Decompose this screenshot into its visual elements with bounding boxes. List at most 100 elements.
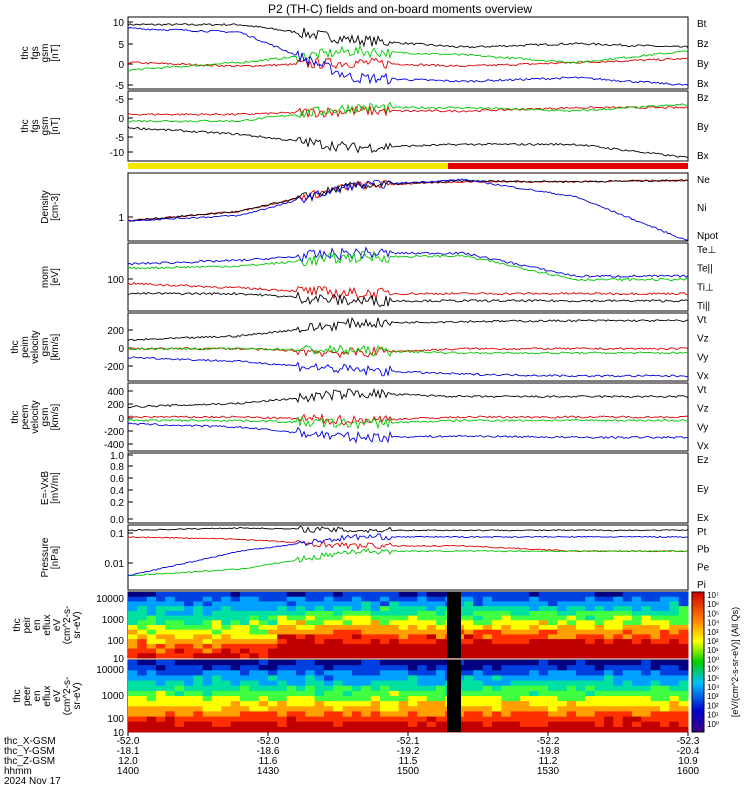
spectrogram-cell [464, 660, 474, 666]
spectrogram-cell [613, 639, 624, 645]
spectrogram-cell [268, 620, 278, 626]
spectrogram-cell [678, 675, 689, 681]
spectrogram-cell [464, 716, 474, 723]
spectrogram-cell [566, 706, 577, 712]
spectrogram-cell [650, 726, 661, 733]
spectrogram-cell [482, 680, 493, 687]
spectrogram-cell [501, 665, 512, 671]
spectrogram-cell [361, 701, 372, 707]
spectrogram-cell [650, 701, 661, 707]
spectrogram-cell [146, 653, 157, 659]
spectrogram-cell [426, 625, 437, 631]
spectrogram-cell [492, 596, 502, 602]
panel-ylabel: gsm [40, 44, 51, 63]
spectrogram-cell [529, 601, 540, 607]
spectrogram-cell [370, 665, 381, 671]
spectrogram-cell [146, 665, 157, 671]
spectrogram-cell [660, 670, 670, 676]
series-te [127, 291, 689, 308]
spectrogram-cell [370, 680, 381, 687]
spectrogram-cell [361, 625, 372, 631]
spectrogram-cell [128, 592, 138, 598]
spectrogram-cell [426, 639, 437, 645]
spectrogram-cell [342, 629, 353, 635]
spectrogram-cell [417, 610, 428, 617]
spectrogram-cell [510, 601, 521, 607]
spectrogram-cell [268, 596, 278, 602]
spectrogram-cell [324, 711, 334, 717]
spectrogram-cell [258, 660, 269, 666]
spectrogram-cell [296, 643, 306, 650]
spectrogram-cell [566, 592, 577, 598]
spectrogram-cell [585, 601, 596, 607]
spectrogram-cell [352, 716, 362, 723]
spectrogram-cell [268, 716, 278, 723]
spectrogram-cell [370, 716, 381, 723]
spectrogram-cell [380, 660, 390, 666]
spectrogram-cell [268, 639, 278, 645]
spectrogram-cell [473, 610, 484, 617]
spectrogram-cell [436, 716, 446, 723]
spectrogram-cell [314, 629, 325, 635]
panel-ylabel: peem [20, 404, 31, 429]
spectrogram-cell [193, 706, 204, 712]
legend-ex: Ex [697, 513, 709, 524]
spectrogram-cell [230, 711, 241, 717]
panel-frame [127, 524, 689, 591]
spectrogram-cell [333, 610, 344, 617]
spectrogram-cell [408, 592, 418, 598]
x-tick-label: 11.5 [399, 756, 418, 767]
spectrogram-cell [510, 639, 521, 645]
spectrogram-cell [594, 716, 605, 723]
spectrogram-cell [613, 721, 624, 728]
spectrogram-cell [156, 716, 166, 723]
spectrogram-cell [482, 685, 493, 692]
legend-te: Te⊥ [697, 245, 716, 256]
spectrogram-cell [268, 606, 278, 612]
spectrogram-cell [613, 643, 624, 650]
spectrogram-cell [529, 610, 540, 617]
spectrogram-cell [249, 625, 260, 631]
spectrogram-cell [361, 601, 372, 607]
spectrogram-cell [221, 665, 232, 671]
spectrogram-cell [641, 690, 652, 697]
spectrogram-cell [174, 685, 185, 692]
spectrogram-cell [585, 639, 596, 645]
spectrogram-cell [202, 615, 213, 621]
spectrogram-cell [314, 711, 325, 717]
spectrogram-cell [613, 670, 624, 676]
spectrogram-cell [510, 685, 521, 692]
spectrogram-cell [249, 629, 260, 635]
spectrogram-cell [613, 592, 624, 598]
spectrogram-cell [380, 670, 390, 676]
spectrogram-cell [333, 625, 344, 631]
spectrogram-cell [678, 690, 689, 697]
spectrogram-cell [464, 601, 474, 607]
spectrogram-cell [389, 701, 400, 707]
spectrogram-cell [557, 606, 568, 612]
legend-npot: Npot [697, 231, 718, 242]
spectrogram-cell [501, 625, 512, 631]
spectrogram-cell [585, 716, 596, 723]
spectrogram-cell [258, 716, 269, 723]
spectrogram-cell [333, 615, 344, 621]
y-tick-label: 0 [118, 344, 124, 355]
spectrogram-cell [501, 592, 512, 598]
y-tick-label: 0.8 [110, 462, 124, 473]
spectrogram-cell [501, 596, 512, 602]
spectrogram-cell [566, 701, 577, 707]
spectrogram-cell [361, 615, 372, 621]
spectrogram-cell [473, 665, 484, 671]
spectrogram-cell [464, 706, 474, 712]
panel-ylabel: thc [12, 689, 23, 702]
spectrogram-cell [333, 648, 344, 654]
spectrogram-cell [557, 701, 568, 707]
spectrogram-cell [212, 653, 222, 659]
spectrogram-cell [576, 629, 586, 635]
spectrogram-cell [576, 696, 586, 702]
spectrogram-cell [492, 721, 502, 728]
spectrogram-cell [557, 610, 568, 617]
spectrogram-cell [501, 711, 512, 717]
